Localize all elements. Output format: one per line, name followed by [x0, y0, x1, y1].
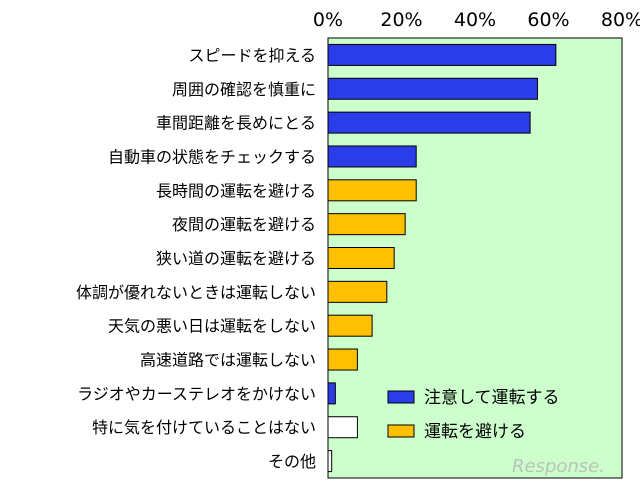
bar — [327, 450, 333, 473]
bar — [327, 382, 336, 405]
category-label: 特に気を付けていることはない — [92, 418, 316, 437]
category-label: 周囲の確認を慎重に — [172, 80, 316, 99]
category-labels: スピードを抑える周囲の確認を慎重に車間距離を長めにとる自動車の状態をチェックする… — [76, 46, 316, 471]
category-label: 自動車の状態をチェックする — [108, 147, 316, 166]
x-axis-ticks: 0% 20% 40% 60% 80% — [313, 9, 640, 31]
category-label: スピードを抑える — [188, 46, 316, 65]
bar — [327, 111, 531, 134]
watermark-text: Response. — [512, 456, 605, 477]
category-label: 体調が優れないときは運転しない — [76, 283, 316, 302]
x-tick-label: 80% — [601, 9, 640, 31]
legend-swatch — [387, 424, 415, 438]
bar — [327, 314, 373, 337]
category-label: 車間距離を長めにとる — [156, 114, 316, 133]
legend-label: 注意して運転する — [424, 388, 560, 408]
bar — [327, 77, 538, 100]
watermark-logo: Response. — [512, 456, 605, 477]
bar — [327, 348, 358, 371]
bar — [327, 280, 388, 303]
x-tick-label: 20% — [380, 9, 422, 31]
bar — [327, 179, 417, 202]
category-label: 長時間の運転を避ける — [156, 181, 316, 200]
legend-label: 運転を避ける — [424, 422, 526, 442]
bar — [327, 416, 358, 439]
bar — [327, 213, 406, 236]
x-tick-label: 40% — [454, 9, 496, 31]
category-label: その他 — [268, 452, 316, 471]
category-label: 天気の悪い日は運転をしない — [108, 317, 316, 336]
bars — [327, 43, 557, 473]
bar — [327, 43, 557, 66]
category-label: ラジオやカーステレオをかけない — [77, 384, 316, 403]
category-label: 夜間の運転を避ける — [172, 215, 316, 234]
bar — [327, 145, 417, 168]
category-label: 高速道路では運転しない — [140, 351, 316, 370]
legend-swatch — [387, 390, 415, 404]
x-tick-label: 60% — [527, 9, 569, 31]
svg-text:Response.: Response. — [512, 456, 605, 477]
bar — [327, 247, 395, 269]
x-tick-label: 0% — [313, 9, 343, 31]
category-label: 狭い道の運転を避ける — [156, 249, 316, 268]
